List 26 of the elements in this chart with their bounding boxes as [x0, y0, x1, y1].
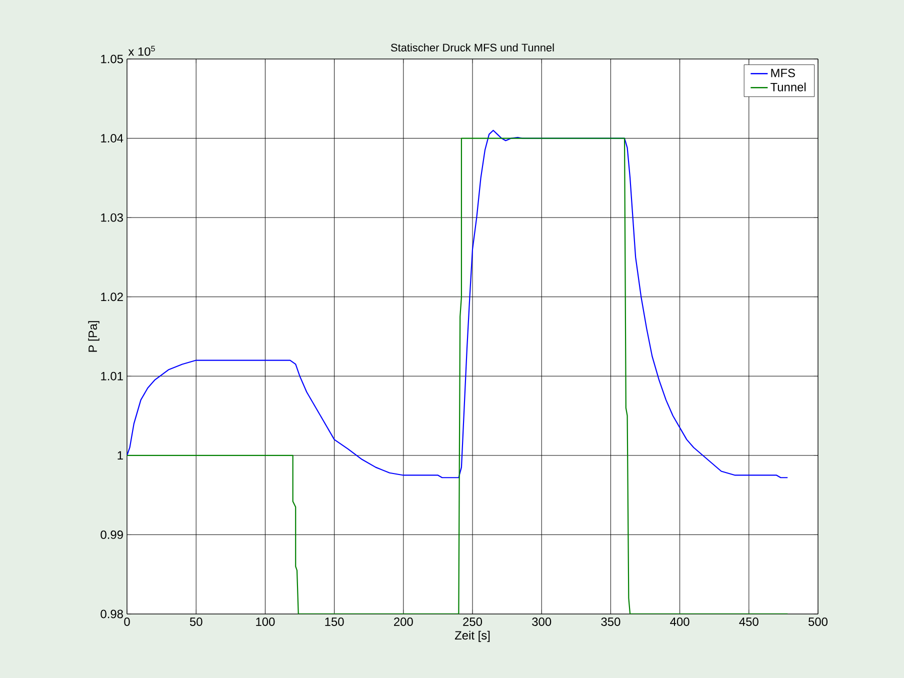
x-tick-label: 200: [394, 618, 413, 626]
y-tick-label: 0.99: [100, 530, 123, 539]
x-tick-label: 500: [808, 618, 828, 626]
y-tick-label: 1: [118, 451, 123, 460]
y-tick-label: 1.03: [101, 213, 123, 222]
x-tick-label: 400: [670, 618, 690, 626]
x-tick-label: 300: [532, 618, 552, 626]
chart-title: Statischer Druck MFS und Tunnel: [390, 43, 554, 52]
y-tick-label: 1.04: [101, 134, 124, 142]
y-tick-label: 1.05: [101, 54, 123, 64]
legend-label: Tunnel: [770, 82, 806, 92]
x-tick-label: 450: [739, 618, 758, 626]
legend-label: MFS: [771, 68, 795, 78]
text: x 10$^{5}$: [128, 46, 155, 56]
x-tick-label: 250: [463, 618, 482, 626]
x-tick-label: 100: [256, 618, 275, 626]
y-tick-label: 0.98: [100, 610, 123, 618]
x-axis-title: Zeit [s]: [454, 630, 490, 642]
y-axis-title: P [Pa]: [88, 321, 100, 352]
x-tick-label: 50: [190, 618, 202, 626]
x-tick-label: 0: [124, 618, 130, 626]
line-series: [127, 138, 788, 614]
y-tick-label: 1.02: [101, 292, 123, 302]
y-tick-label: 1.01: [101, 372, 123, 380]
x-tick-label: 150: [325, 618, 344, 626]
x-tick-label: 350: [601, 618, 620, 626]
